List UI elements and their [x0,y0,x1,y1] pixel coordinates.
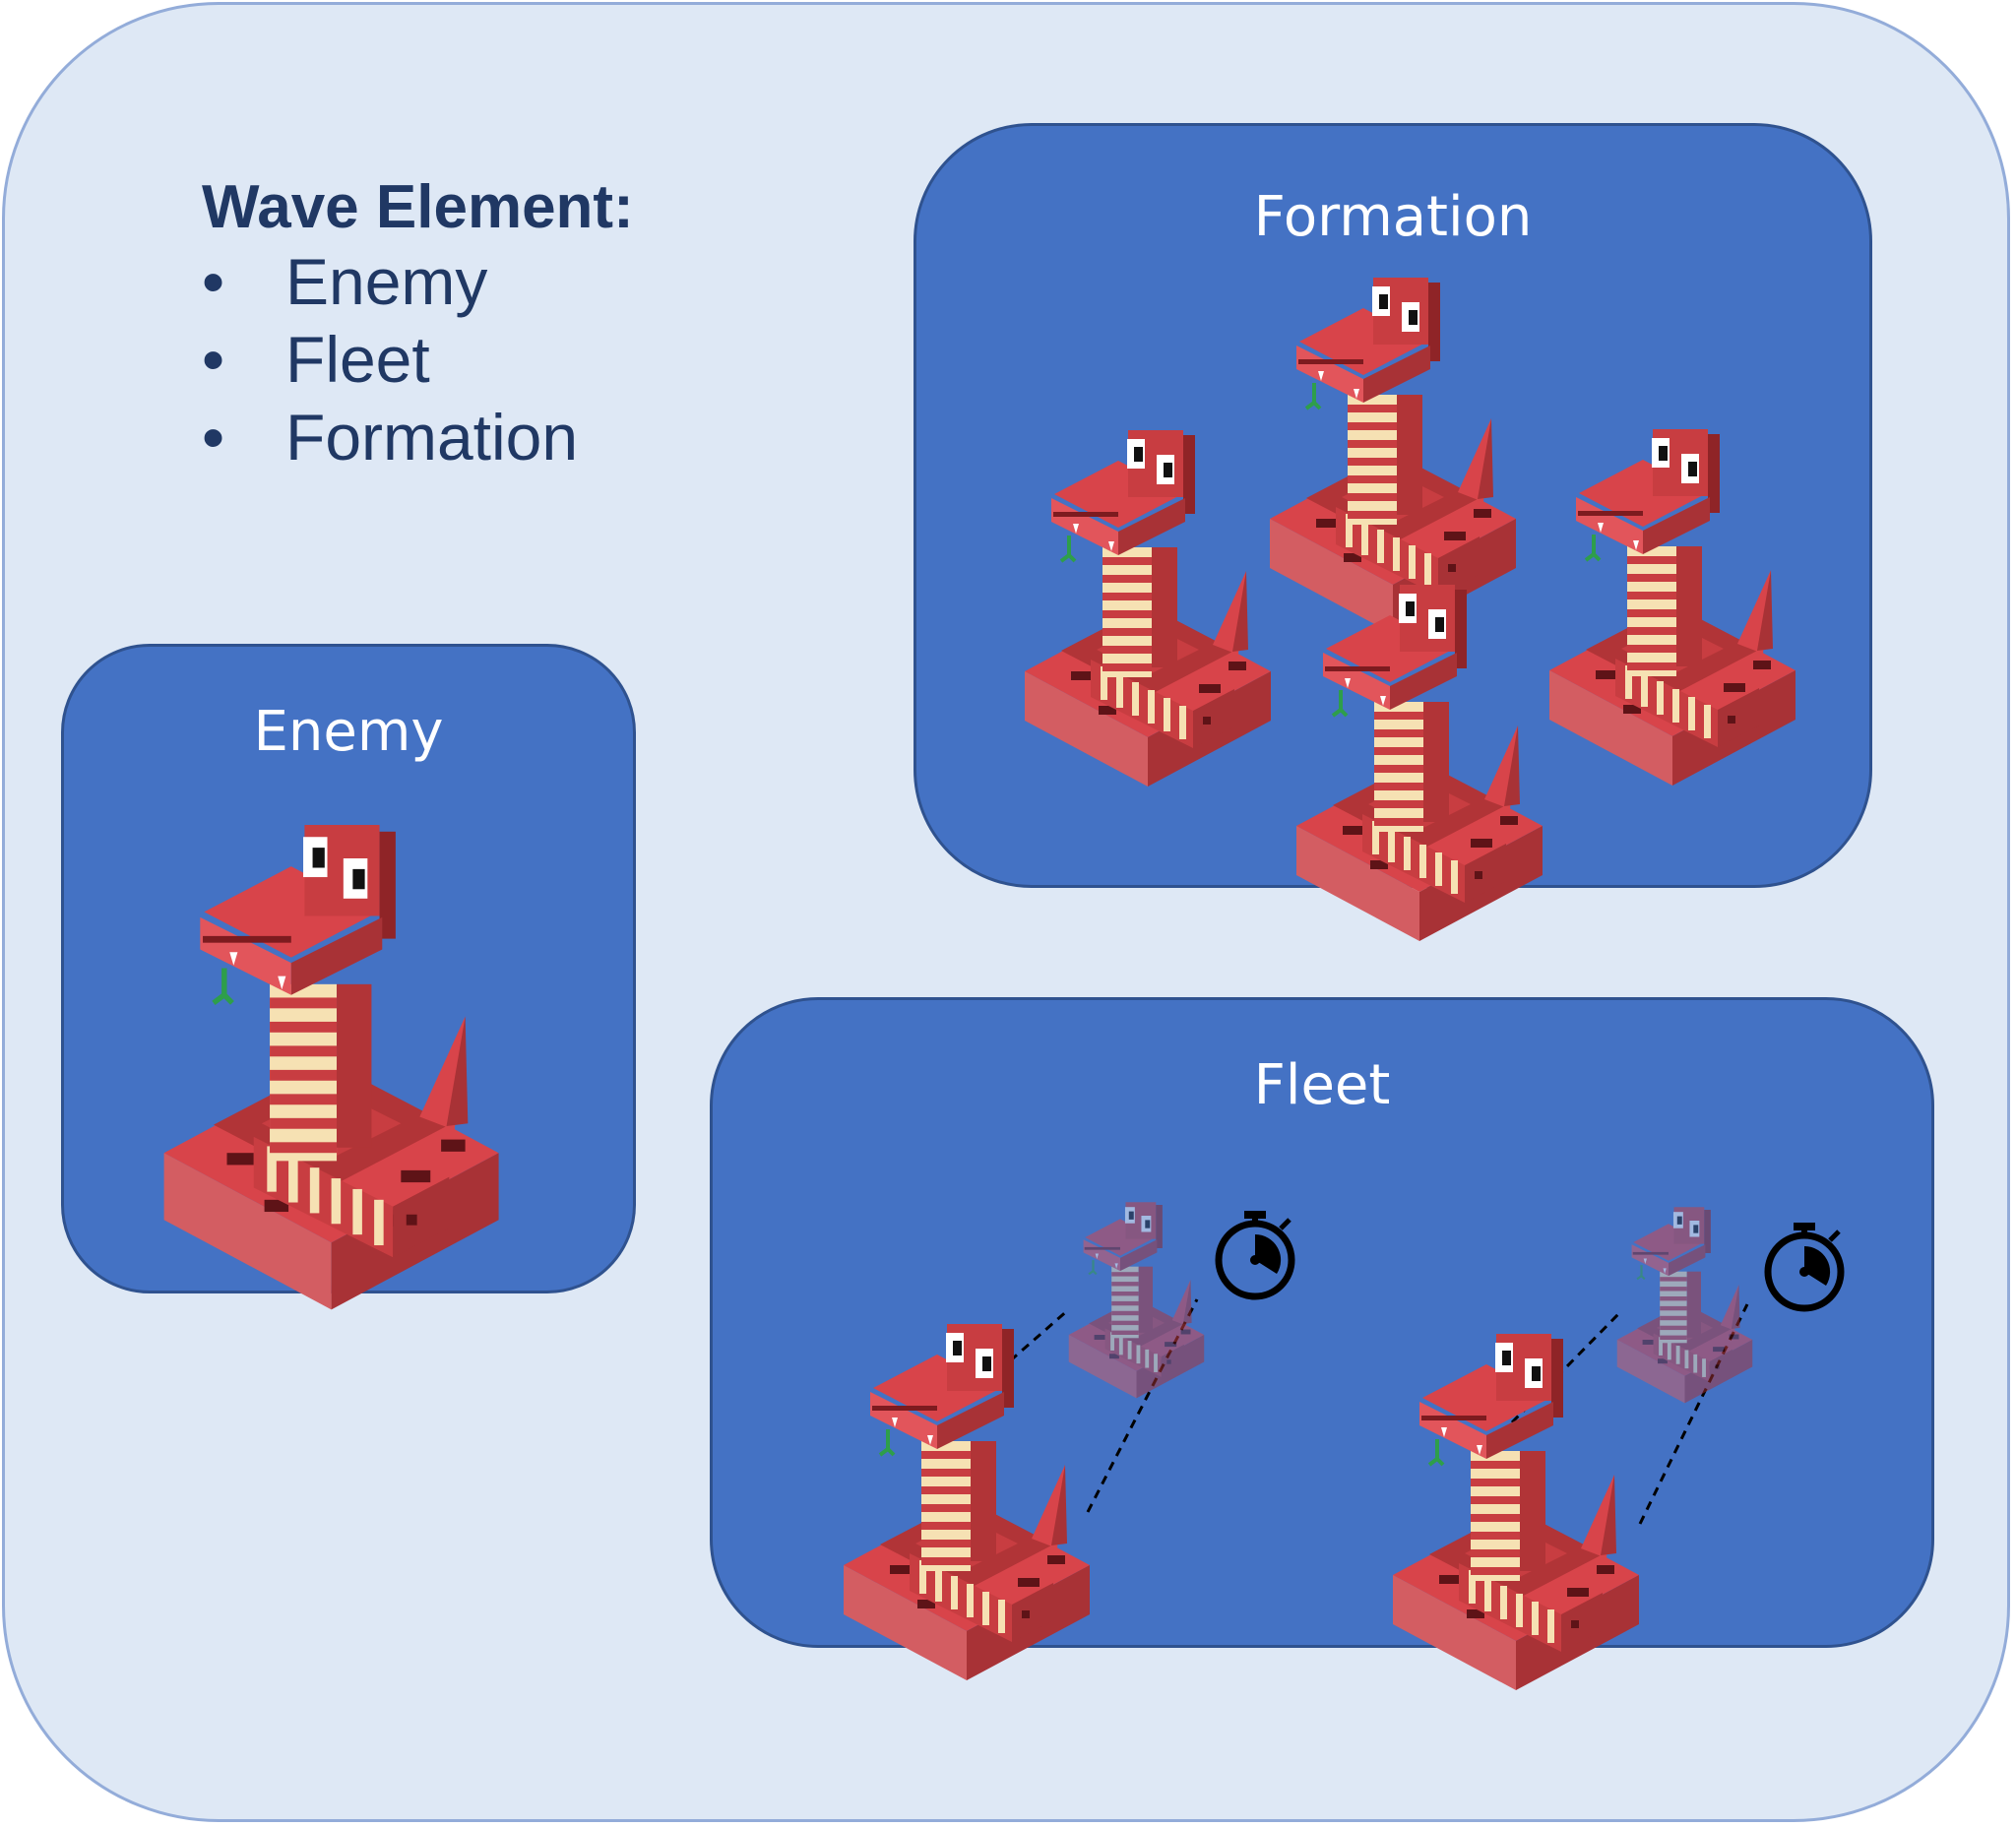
dashed-projection-lines [1086,1298,1199,1513]
dashed-projection-lines [950,1307,1070,1415]
enemy-panel-title: Enemy [253,700,444,764]
snake-enemy-icon [1547,427,1797,788]
snake-enemy-icon [164,825,499,1309]
snake-enemy-icon [1067,1201,1206,1400]
snake-enemy-icon [1023,428,1273,788]
bullet-icon: • [202,401,225,473]
snake-enemy-icon [1391,1332,1641,1692]
list-item-label: Enemy [285,245,488,318]
formation-panel-title: Formation [1253,185,1533,249]
snake-enemy-icon [1268,276,1518,636]
list-title: Wave Element: [202,173,634,241]
snake-enemy-icon [1615,1206,1754,1405]
bullet-icon: • [202,245,225,318]
dashed-projection-lines [1510,1312,1620,1424]
snake-enemy-icon [1294,583,1544,943]
list-item-label: Fleet [285,323,430,396]
snake-enemy-icon [842,1322,1092,1682]
stopwatch-icon [1768,1223,1841,1308]
fleet-panel-title: Fleet [1253,1053,1391,1117]
bullet-icon: • [202,323,225,396]
list-item-label: Formation [285,401,579,473]
stopwatch-icon [1219,1211,1292,1296]
